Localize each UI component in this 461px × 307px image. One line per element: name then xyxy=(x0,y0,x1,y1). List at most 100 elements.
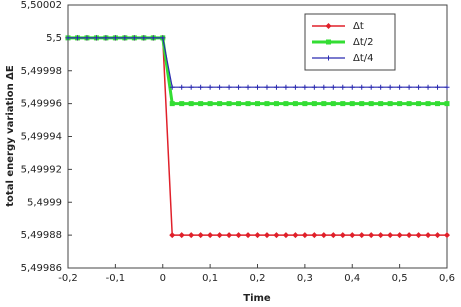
data-point xyxy=(179,101,185,107)
data-point xyxy=(292,101,298,107)
data-point xyxy=(254,232,261,239)
legend-marker xyxy=(325,23,332,29)
data-point xyxy=(188,101,194,107)
data-point xyxy=(416,84,422,90)
data-point xyxy=(302,101,308,107)
data-point xyxy=(255,84,260,90)
data-point xyxy=(207,84,213,90)
data-point xyxy=(444,101,450,107)
y-tick-label: 5,49988 xyxy=(21,230,62,241)
data-point xyxy=(387,232,394,239)
y-tick-label: 5,49998 xyxy=(21,66,62,77)
data-point xyxy=(103,35,109,41)
data-point xyxy=(169,232,176,239)
data-point xyxy=(197,232,204,239)
data-point xyxy=(226,101,232,107)
data-point xyxy=(330,84,336,90)
data-point xyxy=(74,35,80,41)
data-point xyxy=(434,232,441,239)
data-point xyxy=(216,232,223,239)
data-point xyxy=(235,232,242,239)
data-point xyxy=(188,84,194,90)
data-point xyxy=(311,232,318,239)
data-point xyxy=(321,101,327,107)
y-tick-label: 5,4999 xyxy=(27,197,62,208)
data-point xyxy=(425,101,431,107)
data-point xyxy=(292,232,299,239)
x-tick-label: 0,6 xyxy=(439,273,455,284)
x-tick-label: 0 xyxy=(160,273,166,284)
legend-label: Δt/4 xyxy=(353,53,374,64)
data-point xyxy=(198,101,204,107)
data-point xyxy=(264,84,270,90)
data-point xyxy=(264,101,270,107)
y-tick-label: 5,49986 xyxy=(21,263,62,274)
y-tick-label: 5,5 xyxy=(46,33,62,44)
data-point xyxy=(311,84,317,90)
data-point xyxy=(397,101,403,107)
data-point xyxy=(330,232,337,239)
data-point xyxy=(178,232,185,239)
data-point xyxy=(169,101,175,107)
data-point xyxy=(273,101,279,107)
data-point xyxy=(217,101,223,107)
data-point xyxy=(255,101,260,107)
data-point xyxy=(320,232,327,239)
data-point xyxy=(65,35,71,41)
y-tick-label: 5,50002 xyxy=(21,0,62,11)
x-tick-label: -0,1 xyxy=(106,273,126,284)
data-point xyxy=(340,84,346,90)
data-point xyxy=(406,101,412,107)
data-point xyxy=(321,84,327,90)
data-point xyxy=(339,232,346,239)
y-tick-label: 5,49994 xyxy=(21,132,62,143)
data-point xyxy=(84,35,90,41)
y-tick-label: 5,49992 xyxy=(21,164,62,175)
data-point xyxy=(131,35,137,41)
data-point xyxy=(245,101,251,107)
data-point xyxy=(397,84,403,90)
data-point xyxy=(415,232,422,239)
data-point xyxy=(236,84,242,90)
data-point xyxy=(188,232,195,239)
x-tick-label: -0,2 xyxy=(58,273,78,284)
y-tick-label: 5,49996 xyxy=(21,99,62,110)
data-point xyxy=(282,232,289,239)
data-point xyxy=(435,101,441,107)
data-point xyxy=(292,84,298,90)
data-point xyxy=(273,84,279,90)
legend-label: Δt xyxy=(353,21,364,32)
data-point xyxy=(245,232,252,239)
data-point xyxy=(198,84,204,90)
data-point xyxy=(368,101,374,107)
x-tick-label: 0,2 xyxy=(250,273,266,284)
data-point xyxy=(387,101,393,107)
data-point xyxy=(273,232,280,239)
data-point xyxy=(444,232,450,239)
data-point xyxy=(406,232,413,239)
data-point xyxy=(359,101,365,107)
x-tick-label: 0,3 xyxy=(297,273,313,284)
data-point xyxy=(226,84,232,90)
data-point xyxy=(311,101,317,107)
data-point xyxy=(406,84,412,90)
data-point xyxy=(150,35,156,41)
data-point xyxy=(179,84,185,90)
data-point xyxy=(368,232,375,239)
data-point xyxy=(340,101,346,107)
data-point xyxy=(425,84,431,90)
data-point xyxy=(396,232,403,239)
data-point xyxy=(263,232,270,239)
data-point xyxy=(169,84,175,90)
legend-label: Δt/2 xyxy=(353,37,374,48)
data-point xyxy=(387,84,393,90)
data-point xyxy=(359,84,365,90)
data-point xyxy=(378,84,384,90)
data-point xyxy=(207,232,214,239)
legend-marker xyxy=(326,39,331,45)
data-point xyxy=(349,232,356,239)
data-point xyxy=(349,101,355,107)
data-point xyxy=(425,232,432,239)
data-point xyxy=(330,101,336,107)
data-point xyxy=(302,84,308,90)
